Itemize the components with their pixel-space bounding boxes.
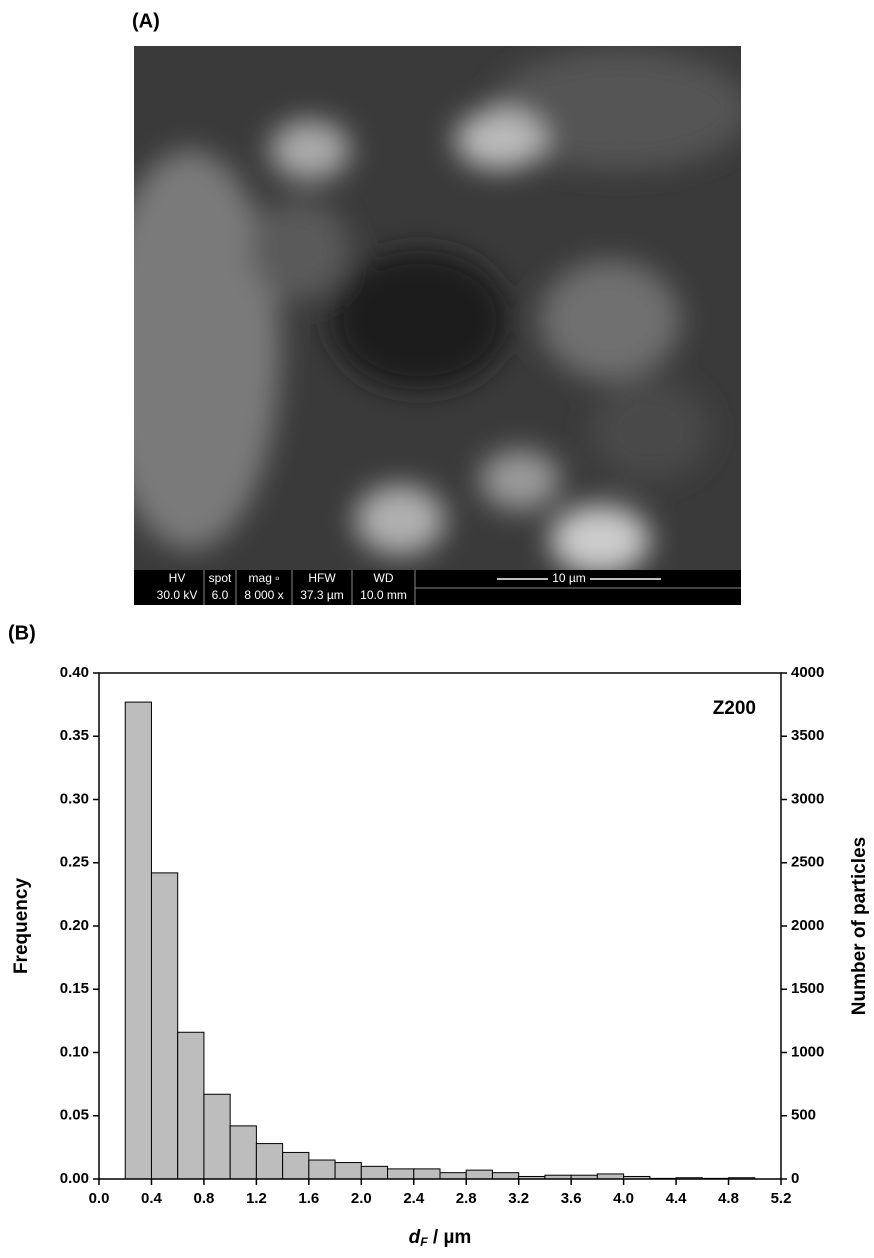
- x-tick-label: 4.8: [718, 1190, 739, 1207]
- y-tick-label: 0.35: [60, 727, 89, 744]
- bar: [335, 1163, 361, 1179]
- sem-image: [100, 46, 750, 575]
- x-tick-label: 3.2: [508, 1190, 529, 1207]
- bar: [309, 1160, 335, 1179]
- x-tick-label: 2.8: [456, 1190, 477, 1207]
- y-tick-label: 0.40: [60, 664, 89, 681]
- y-tick-label: 0.10: [60, 1043, 89, 1060]
- panel-label: (A): [132, 10, 160, 32]
- info-value: 37.3 µm: [300, 588, 344, 602]
- x-tick-label: 3.6: [561, 1190, 582, 1207]
- x-tick-label: 2.4: [403, 1190, 425, 1207]
- y-tick-label: 0.20: [60, 917, 89, 934]
- bar: [361, 1166, 387, 1179]
- y2-tick-label: 2500: [791, 854, 824, 871]
- x-axis-title: dF / µm: [409, 1227, 472, 1249]
- x-tick-label: 4.0: [613, 1190, 634, 1207]
- x-tick-label: 0.8: [193, 1190, 214, 1207]
- x-tick-label: 0.0: [89, 1190, 110, 1207]
- y-axis-title: Frequency: [11, 878, 32, 975]
- x-tick-label: 1.6: [298, 1190, 319, 1207]
- x-axis-title-part: / µm: [428, 1227, 472, 1248]
- info-value: 6.0: [212, 588, 229, 602]
- y2-tick-label: 500: [791, 1107, 816, 1124]
- info-value: 30.0 kV: [157, 588, 198, 602]
- panel-label: (B): [8, 622, 36, 644]
- y2-axis-title: Number of particles: [849, 837, 870, 1015]
- x-tick-label: 4.4: [666, 1190, 688, 1207]
- bar: [597, 1174, 623, 1179]
- x-tick-label: 1.2: [246, 1190, 267, 1207]
- y2-tick-label: 1500: [791, 980, 824, 997]
- bar: [204, 1094, 230, 1179]
- y2-tick-label: 4000: [791, 664, 824, 681]
- info-label: HV: [169, 571, 186, 585]
- bar: [178, 1032, 204, 1179]
- x-tick-label: 0.4: [141, 1190, 163, 1207]
- bar: [125, 702, 151, 1179]
- y-tick-label: 0.25: [60, 854, 89, 871]
- info-label: mag ▫: [249, 571, 280, 585]
- y-tick-label: 0.00: [60, 1170, 89, 1187]
- info-value: 10.0 mm: [360, 588, 407, 602]
- y-tick-label: 0.15: [60, 980, 89, 997]
- x-axis-title-part: d: [409, 1227, 421, 1248]
- y-tick-label: 0.30: [60, 790, 89, 807]
- y-tick-label: 0.05: [60, 1107, 89, 1124]
- y2-tick-label: 0: [791, 1170, 799, 1187]
- bar: [440, 1173, 466, 1179]
- y2-tick-label: 2000: [791, 917, 824, 934]
- figure: (A) HV 30.0 kV spot 6.0 mag ▫ 8 000 x HFW 37.3 …: [0, 0, 874, 1258]
- x-tick-label: 2.0: [351, 1190, 372, 1207]
- bar: [230, 1126, 256, 1179]
- scale-label: 10 µm: [552, 571, 586, 585]
- info-label: HFW: [308, 571, 336, 585]
- y2-tick-label: 1000: [791, 1043, 824, 1060]
- bar: [151, 873, 177, 1179]
- x-tick-label: 5.2: [771, 1190, 792, 1207]
- bar: [256, 1144, 282, 1179]
- y2-tick-label: 3000: [791, 790, 824, 807]
- histogram: 0.0 0.4 0.8 1.2 1.6 2.0 2.4 2.8 3.2 3.6 4.0 4.4 4.8 5…: [11, 664, 870, 1249]
- info-label: WD: [374, 571, 394, 585]
- bar: [388, 1169, 414, 1179]
- annotation: Z200: [713, 698, 756, 719]
- bar: [466, 1170, 492, 1179]
- bar: [414, 1169, 440, 1179]
- info-label: spot: [209, 571, 232, 585]
- bar: [283, 1152, 309, 1179]
- info-value: 8 000 x: [244, 588, 283, 602]
- bar: [492, 1173, 518, 1179]
- y2-tick-label: 3500: [791, 727, 824, 744]
